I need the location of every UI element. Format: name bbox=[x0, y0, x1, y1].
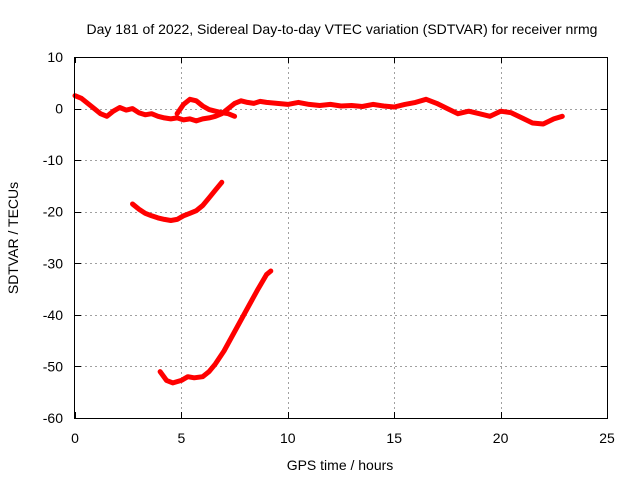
x-tick-label: 5 bbox=[178, 430, 186, 446]
y-tick-label: -30 bbox=[43, 255, 63, 271]
plot-frame bbox=[74, 57, 608, 419]
x-tick-label: 0 bbox=[71, 430, 79, 446]
series-deep-arc bbox=[157, 268, 274, 386]
y-tick-label: 10 bbox=[47, 49, 63, 65]
y-tick-label: -10 bbox=[43, 152, 63, 168]
x-tick-label: 20 bbox=[493, 430, 509, 446]
y-tick-label: -60 bbox=[43, 410, 63, 426]
y-tick-label: -40 bbox=[43, 307, 63, 323]
series-hump bbox=[174, 96, 238, 119]
y-axis-label: SDTVAR / TECUs bbox=[5, 182, 21, 294]
axis-ticks bbox=[75, 57, 608, 419]
x-tick-label: 10 bbox=[280, 430, 296, 446]
x-tick-labels: 0 5 10 15 20 25 bbox=[71, 430, 615, 446]
x-tick-label: 25 bbox=[599, 430, 615, 446]
plot-series bbox=[72, 93, 565, 386]
chart-title: Day 181 of 2022, Sidereal Day-to-day VTE… bbox=[87, 21, 598, 37]
y-tick-label: 0 bbox=[55, 101, 63, 117]
x-axis-label: GPS time / hours bbox=[287, 457, 394, 473]
x-tick-label: 15 bbox=[386, 430, 402, 446]
series-mid-arc bbox=[130, 179, 225, 223]
y-tick-label: -20 bbox=[43, 204, 63, 220]
grid-lines bbox=[75, 57, 607, 418]
y-tick-labels: 10 0 -10 -20 -30 -40 -50 -60 bbox=[43, 49, 63, 426]
series-main-band bbox=[72, 93, 565, 127]
y-tick-label: -50 bbox=[43, 358, 63, 374]
